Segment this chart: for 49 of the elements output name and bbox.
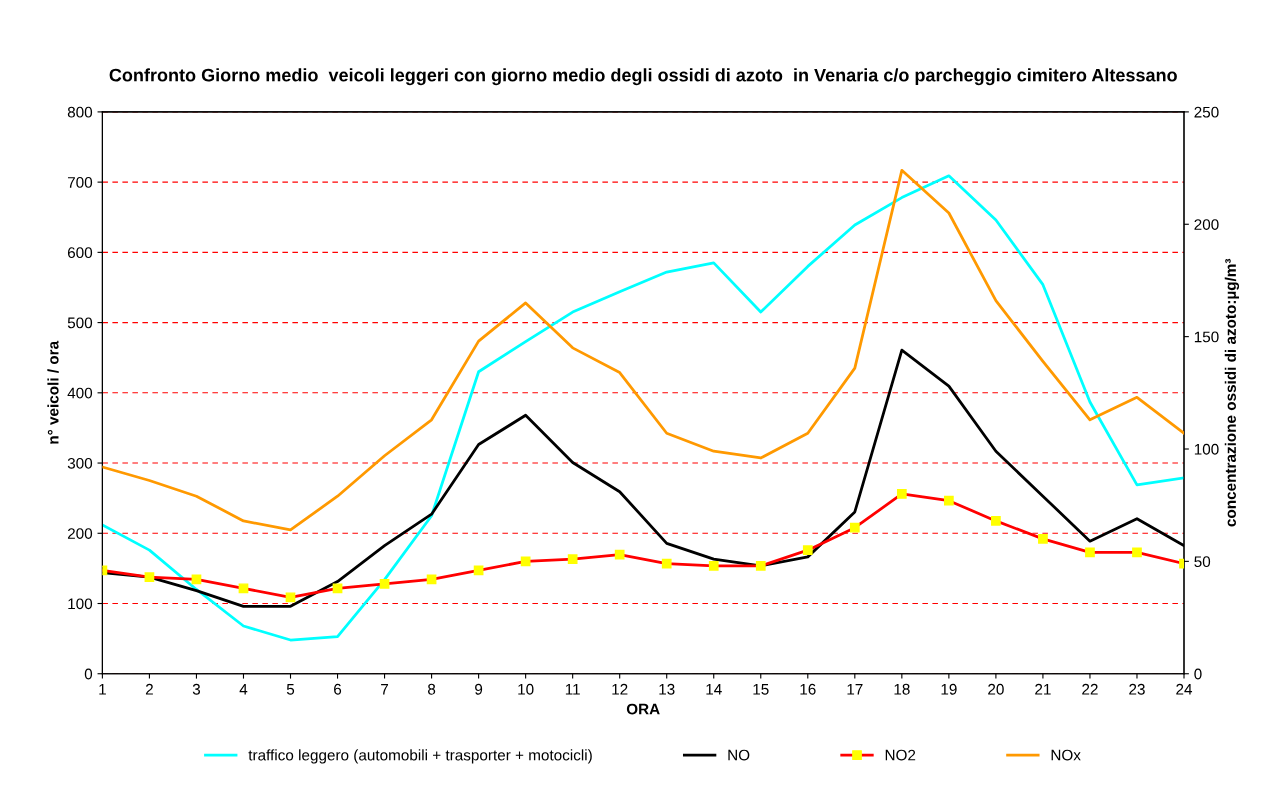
x-tick-label: 24: [1176, 683, 1193, 695]
x-tick-label: 3: [192, 683, 201, 695]
legend-label: NOx: [1051, 749, 1081, 761]
legend-label: NO2: [885, 749, 916, 761]
x-tick-label: 18: [894, 683, 910, 695]
x-axis-title: ORA: [626, 703, 660, 715]
x-tick-label: 6: [334, 683, 342, 695]
y2-tick-label: 100: [1194, 443, 1219, 455]
y2-tick-label: 150: [1194, 331, 1219, 343]
line-series: [102, 174, 1184, 642]
line-series: [102, 168, 1184, 532]
y-tick-label: 500: [67, 317, 93, 329]
y-tick-label: 300: [67, 457, 93, 469]
y2-tick-label: 0: [1194, 668, 1202, 680]
y-tick-label: 200: [67, 528, 93, 539]
y-tick-label: 800: [67, 106, 93, 118]
x-tick-label: 22: [1082, 683, 1098, 695]
x-tick-label: 7: [381, 684, 389, 695]
x-tick-label: 1: [99, 684, 106, 695]
y2-tick-label: 50: [1194, 556, 1211, 568]
x-tick-label: 12: [612, 683, 628, 695]
x-tick-label: 16: [800, 683, 816, 695]
y2-tick-label: 200: [1194, 219, 1219, 230]
x-tick-label: 5: [286, 684, 295, 695]
x-tick-label: 20: [988, 683, 1004, 695]
x-tick-label: 19: [941, 683, 957, 695]
x-tick-label: 23: [1129, 683, 1145, 695]
y-axis-title: n° veicoli / ora: [47, 340, 59, 444]
legend-label: NO: [728, 749, 750, 761]
x-tick-label: 21: [1035, 683, 1051, 695]
x-tick-label: 8: [428, 683, 436, 695]
y-tick-label: 0: [84, 668, 93, 680]
x-tick-label: 13: [659, 683, 675, 695]
y-tick-label: 100: [68, 598, 93, 610]
legend-label: traffico leggero (automobili + trasporter + motocicli): [248, 749, 592, 764]
x-tick-label: 10: [518, 683, 534, 695]
x-tick-label: 17: [847, 684, 863, 695]
y2-axis-title: concentrazione ossidi di azoto:µg/m³: [1224, 258, 1240, 527]
chart-title: Confronto Giorno medio veicoli leggeri con giorno medio degli ossidi di azoto in Venaria c/o parcheggio cimitero Altessano: [109, 68, 1177, 86]
x-tick-label: 15: [753, 684, 769, 695]
y-tick-label: 700: [67, 176, 93, 188]
y-tick-label: 400: [67, 387, 93, 399]
y2-tick-label: 250: [1194, 106, 1219, 118]
x-tick-label: 4: [239, 684, 248, 695]
y-tick-label: 600: [67, 247, 93, 259]
x-tick-label: 2: [145, 683, 153, 695]
x-tick-label: 11: [565, 684, 580, 695]
x-tick-label: 14: [706, 684, 722, 695]
x-tick-label: 9: [475, 683, 483, 695]
